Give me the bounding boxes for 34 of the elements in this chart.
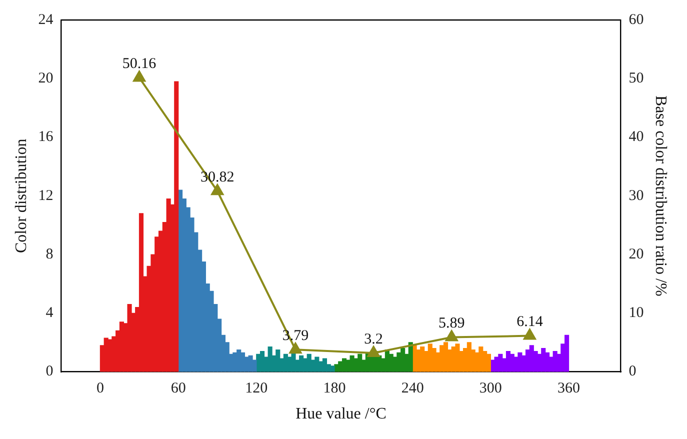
data-label: 3.2 [364, 331, 383, 348]
x-axis-title: Hue value /°C [296, 406, 386, 423]
y-tick-label: 4 [46, 305, 54, 322]
x-tick-label: 360 [557, 380, 580, 397]
y2-tick-label: 40 [628, 129, 644, 146]
y2-tick-label: 60 [628, 12, 644, 28]
y-tick-label: 20 [38, 70, 54, 87]
y-tick-label: 8 [46, 246, 54, 262]
y-tick-label: 16 [38, 129, 54, 146]
point [445, 330, 458, 342]
point [289, 342, 302, 354]
point [367, 346, 380, 358]
x-tick-label: 120 [245, 380, 268, 397]
y-tick-label: 24 [38, 12, 54, 28]
y-axis-title: Color distribution [12, 138, 30, 254]
x-tick-label: 180 [323, 380, 346, 397]
y2-axis-title: Base color distribution ratio /% [652, 95, 670, 296]
x-tick-label: 60 [170, 380, 186, 397]
point [524, 328, 536, 340]
y2-tick-label: 10 [628, 305, 644, 322]
y2-tick-label: 0 [628, 364, 636, 380]
y2-tick-label: 50 [628, 70, 644, 87]
point [211, 184, 224, 196]
x-tick-label: 0 [96, 380, 104, 397]
x-tick-label: 300 [479, 380, 502, 397]
y-tick-label: 0 [46, 364, 54, 380]
point [133, 70, 146, 82]
x-tick-label: 240 [401, 380, 424, 397]
y-tick-label: 12 [38, 188, 54, 204]
data-label: 6.14 [516, 314, 544, 330]
y2-tick-label: 20 [628, 246, 644, 262]
data-label: 50.16 [122, 56, 157, 72]
data-label: 5.89 [438, 316, 465, 332]
y2-tick-label: 30 [628, 188, 644, 204]
